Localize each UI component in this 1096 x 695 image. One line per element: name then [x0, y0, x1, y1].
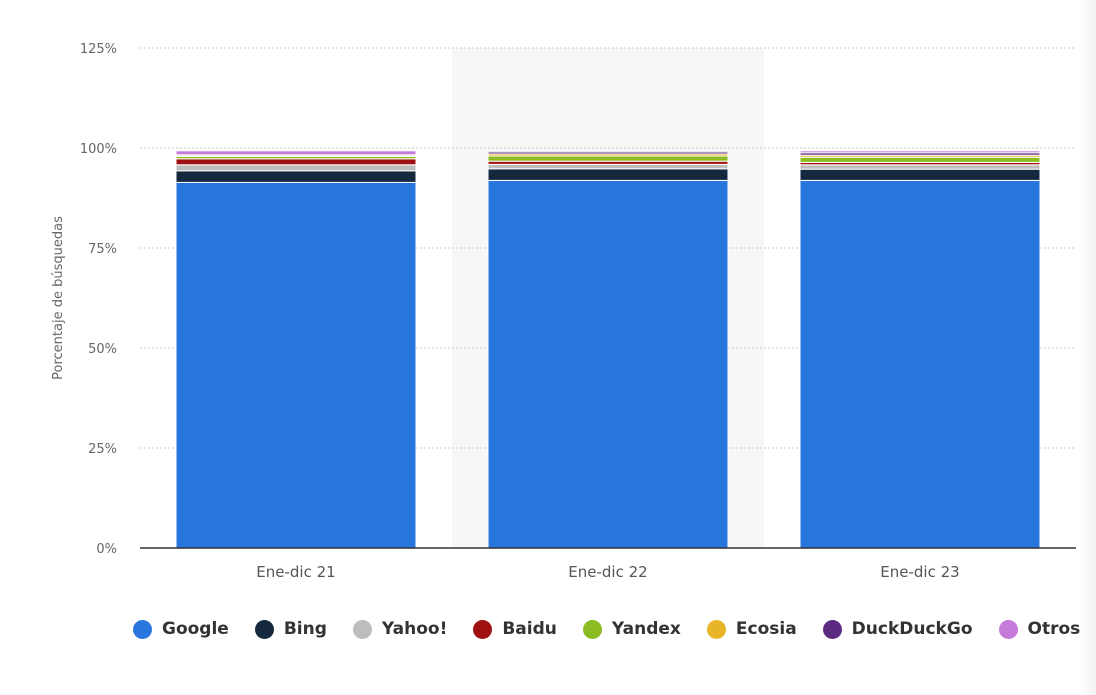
- y-tick-label: 75%: [88, 242, 117, 257]
- y-tick-label: 50%: [88, 342, 117, 357]
- legend-item[interactable]: Baidu: [473, 619, 557, 639]
- bar-segment-otros[interactable]: [799, 150, 1041, 154]
- legend-label: Ecosia: [735, 619, 797, 639]
- legend-item[interactable]: DuckDuckGo: [822, 619, 973, 639]
- legend-swatch: [706, 619, 726, 639]
- legend-swatch: [473, 619, 493, 639]
- bar-segment-yahoo-[interactable]: [175, 164, 417, 172]
- scroll-shadow: [1080, 0, 1096, 695]
- y-axis-label: Porcentaje de búsquedas: [51, 216, 66, 380]
- bar-segment-yahoo-[interactable]: [487, 163, 729, 170]
- legend-swatch: [822, 619, 842, 639]
- legend-label: Otros: [1027, 619, 1081, 639]
- legend-label: DuckDuckGo: [851, 619, 973, 639]
- legend-label: Yandex: [611, 619, 681, 639]
- legend-label: Baidu: [502, 619, 557, 639]
- bar-segment-baidu[interactable]: [175, 158, 417, 166]
- stacked-bar-chart: 0% 25% 50% 75% 100% 125% Ene-dic 21 Ene-dic 22…: [51, 42, 1076, 581]
- bar-segment-google[interactable]: [175, 181, 417, 549]
- legend-label: Yahoo!: [381, 619, 448, 639]
- bar-segment-bing[interactable]: [175, 170, 417, 183]
- x-tick-label: Ene-dic 21: [256, 563, 335, 581]
- bar-segment-yahoo-[interactable]: [799, 164, 1041, 170]
- y-tick-label: 125%: [80, 42, 117, 57]
- bar-segment-google[interactable]: [487, 179, 729, 549]
- legend-swatch: [254, 619, 274, 639]
- legend-swatch: [133, 619, 152, 639]
- legend-item[interactable]: Yandex: [582, 619, 681, 639]
- legend-item[interactable]: Ecosia: [706, 619, 797, 639]
- y-axis-ticks: 0% 25% 50% 75% 100% 125%: [80, 42, 117, 557]
- legend-item[interactable]: Bing: [254, 619, 327, 639]
- x-tick-label: Ene-dic 22: [568, 563, 647, 581]
- legend-label: Bing: [283, 619, 327, 639]
- legend-swatch: [582, 619, 602, 639]
- legend-swatch: [998, 619, 1018, 639]
- y-tick-label: 25%: [88, 442, 117, 457]
- legend-item[interactable]: Google: [133, 619, 229, 639]
- legend: Google Bing Yahoo! Baidu Yandex Ecosia DuckDuc…: [133, 619, 1096, 639]
- bars: [175, 150, 1041, 549]
- x-tick-label: Ene-dic 23: [880, 563, 959, 581]
- bar-segment-yandex[interactable]: [487, 155, 729, 162]
- bar-segment-bing[interactable]: [799, 168, 1041, 181]
- y-tick-label: 100%: [80, 142, 117, 157]
- bar-segment-otros[interactable]: [175, 150, 417, 156]
- legend-label: Google: [162, 619, 229, 639]
- bar-segment-otros[interactable]: [487, 150, 729, 153]
- bar-segment-bing[interactable]: [487, 168, 729, 181]
- legend-item[interactable]: Yahoo!: [352, 619, 448, 639]
- legend-item[interactable]: Otros: [998, 619, 1081, 639]
- legend-swatch: [352, 619, 372, 639]
- y-tick-label: 0%: [96, 542, 117, 557]
- x-axis-ticks: Ene-dic 21 Ene-dic 22 Ene-dic 23: [256, 563, 959, 581]
- bar-segment-google[interactable]: [799, 179, 1041, 549]
- bar-segment-yandex[interactable]: [799, 156, 1041, 163]
